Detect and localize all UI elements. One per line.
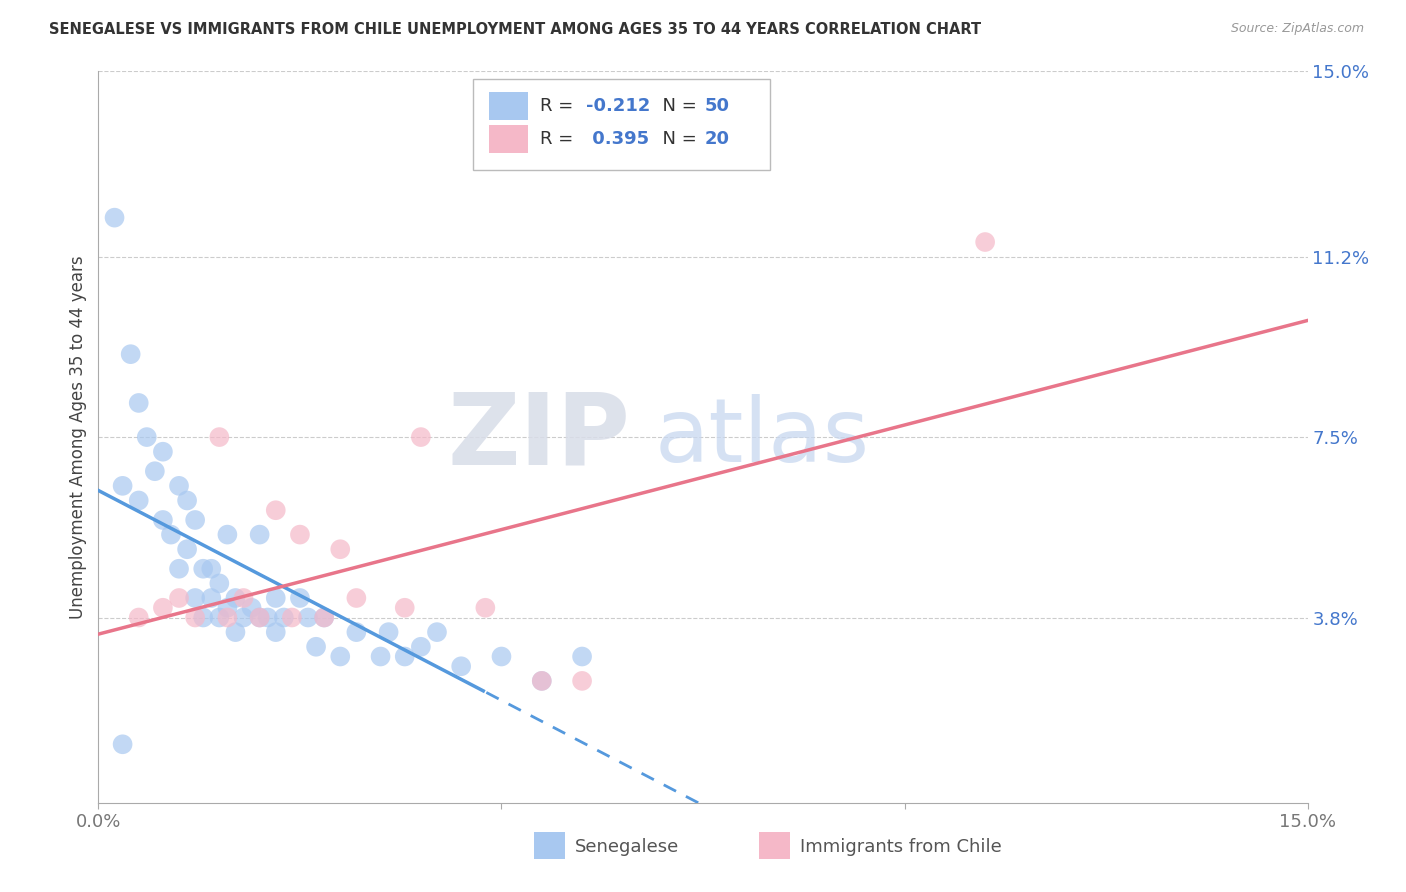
Point	[450, 659, 472, 673]
Point	[264, 625, 287, 640]
Point	[176, 493, 198, 508]
Point	[409, 430, 432, 444]
FancyBboxPatch shape	[489, 92, 527, 120]
Point	[344, 625, 367, 640]
Point	[571, 649, 593, 664]
Text: 50: 50	[704, 96, 730, 115]
Point	[240, 600, 263, 615]
Point	[273, 610, 295, 624]
Point	[249, 610, 271, 624]
Text: 20: 20	[704, 130, 730, 148]
Point	[974, 235, 997, 249]
Point	[329, 542, 352, 557]
Text: 0.395: 0.395	[586, 130, 648, 148]
Point	[394, 649, 416, 664]
Point	[160, 527, 183, 541]
Point	[474, 600, 496, 615]
Point	[264, 591, 287, 605]
Point	[297, 610, 319, 624]
Point	[193, 610, 215, 624]
Point	[377, 625, 399, 640]
Point	[217, 600, 239, 615]
Point	[224, 591, 246, 605]
Point	[394, 600, 416, 615]
Point	[184, 513, 207, 527]
Point	[120, 347, 142, 361]
Text: N =: N =	[651, 130, 703, 148]
Bar	[534, 832, 565, 859]
Point	[426, 625, 449, 640]
Text: Immigrants from Chile: Immigrants from Chile	[800, 838, 1001, 855]
Point	[314, 610, 336, 624]
Point	[152, 600, 174, 615]
Point	[184, 591, 207, 605]
Point	[143, 464, 166, 478]
Point	[232, 610, 254, 624]
Point	[409, 640, 432, 654]
Point	[530, 673, 553, 688]
Point	[288, 527, 311, 541]
FancyBboxPatch shape	[474, 78, 769, 170]
Bar	[759, 832, 790, 859]
Point	[249, 527, 271, 541]
Point	[184, 610, 207, 624]
Point	[224, 625, 246, 640]
FancyBboxPatch shape	[489, 126, 527, 153]
Text: Source: ZipAtlas.com: Source: ZipAtlas.com	[1230, 22, 1364, 36]
Text: Senegalese: Senegalese	[575, 838, 679, 855]
Text: N =: N =	[651, 96, 703, 115]
Point	[152, 444, 174, 458]
Point	[208, 430, 231, 444]
Point	[200, 562, 222, 576]
Point	[208, 610, 231, 624]
Point	[571, 673, 593, 688]
Point	[232, 591, 254, 605]
Point	[176, 542, 198, 557]
Point	[370, 649, 392, 664]
Point	[344, 591, 367, 605]
Point	[217, 527, 239, 541]
Text: ZIP: ZIP	[447, 389, 630, 485]
Point	[217, 610, 239, 624]
Point	[256, 610, 278, 624]
Point	[128, 396, 150, 410]
Point	[264, 503, 287, 517]
Point	[200, 591, 222, 605]
Point	[491, 649, 513, 664]
Point	[329, 649, 352, 664]
Point	[288, 591, 311, 605]
Text: atlas: atlas	[655, 393, 870, 481]
Point	[152, 513, 174, 527]
Point	[281, 610, 304, 624]
Point	[167, 479, 190, 493]
Text: R =: R =	[540, 130, 579, 148]
Y-axis label: Unemployment Among Ages 35 to 44 years: Unemployment Among Ages 35 to 44 years	[69, 255, 87, 619]
Point	[305, 640, 328, 654]
Point	[167, 591, 190, 605]
Point	[193, 562, 215, 576]
Point	[314, 610, 336, 624]
Text: -0.212: -0.212	[586, 96, 650, 115]
Point	[249, 610, 271, 624]
Point	[530, 673, 553, 688]
Point	[208, 576, 231, 591]
Point	[103, 211, 125, 225]
Point	[111, 479, 134, 493]
Text: SENEGALESE VS IMMIGRANTS FROM CHILE UNEMPLOYMENT AMONG AGES 35 TO 44 YEARS CORRE: SENEGALESE VS IMMIGRANTS FROM CHILE UNEM…	[49, 22, 981, 37]
Point	[167, 562, 190, 576]
Point	[111, 737, 134, 751]
Point	[128, 610, 150, 624]
Point	[135, 430, 157, 444]
Text: R =: R =	[540, 96, 579, 115]
Point	[128, 493, 150, 508]
